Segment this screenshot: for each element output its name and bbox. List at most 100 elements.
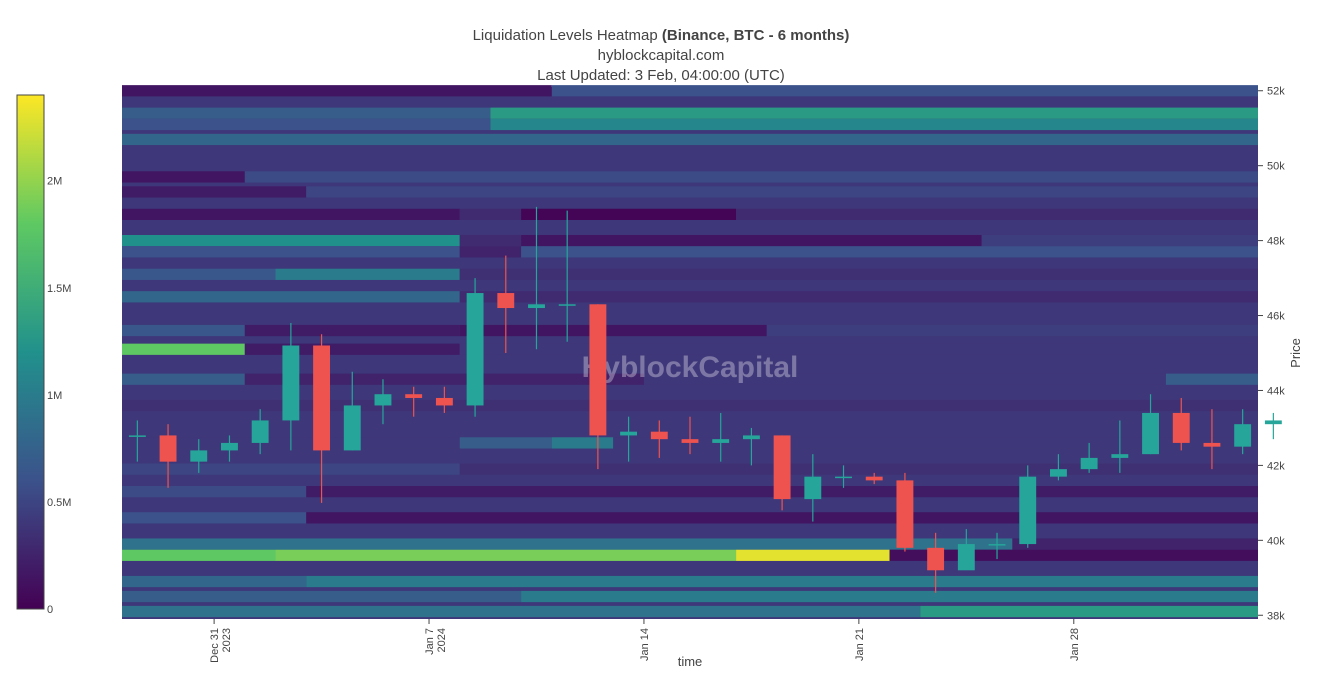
y-tick-label: 46k: [1267, 311, 1285, 323]
colorbar-tick-label: 1.5M: [47, 283, 71, 295]
candle-body: [313, 345, 331, 451]
heatmap-cell: [766, 324, 1258, 337]
heatmap-cell: [459, 437, 552, 449]
x-tick-label-line2: 2024: [436, 628, 448, 652]
y-tick-label: 44k: [1267, 385, 1285, 397]
candle-body: [405, 394, 423, 398]
candle-body: [712, 439, 730, 443]
heatmap-cell: [521, 208, 737, 220]
candle-body: [497, 293, 515, 309]
heatmap-cell: [244, 373, 644, 385]
heatmap-cell: [490, 107, 1258, 119]
heatmap-cell: [122, 133, 1258, 146]
title-main-bold: (Binance, BTC - 6 months): [661, 27, 850, 44]
candle-body: [190, 450, 208, 462]
heatmap-cell: [551, 85, 1258, 97]
x-tick-label-line1: Jan 7: [424, 628, 436, 655]
heatmap-cell: [122, 575, 307, 588]
candle-body: [742, 435, 760, 440]
heatmap-cell: [122, 171, 245, 183]
heatmap-cell: [1012, 538, 1258, 550]
candle-body: [1172, 412, 1190, 443]
candle-body: [957, 544, 975, 571]
candle-body: [528, 304, 545, 309]
heatmap-cell: [122, 324, 245, 337]
heatmap-cell: [244, 343, 460, 355]
colorbar-tick-label: 1M: [47, 390, 62, 402]
x-tick-label-line1: Jan 14: [639, 628, 651, 661]
heatmap-cell: [122, 186, 307, 198]
title-main: Liquidation Levels Heatmap: [472, 27, 658, 44]
candle-body: [374, 394, 392, 406]
heatmap-layer: [122, 85, 1259, 619]
candle-body: [1234, 424, 1252, 447]
y-axis-title: Price: [1288, 338, 1303, 368]
heatmap-cell: [521, 234, 982, 247]
heatmap-cell: [613, 437, 1258, 449]
heatmap-cell: [306, 512, 1259, 524]
y-tick-label: 40k: [1267, 535, 1285, 547]
heatmap-cell: [490, 118, 1258, 131]
heatmap-cell: [122, 118, 491, 131]
heatmap-cell: [459, 343, 1258, 355]
y-tick-label: 42k: [1267, 460, 1285, 472]
candle-body: [558, 304, 576, 306]
heatmap-cell: [122, 291, 460, 303]
heatmap-cell: [122, 549, 276, 561]
heatmap-cell: [122, 208, 460, 220]
heatmap-cell: [521, 246, 1258, 258]
heatmap-cell: [459, 463, 1258, 475]
price-candles: [128, 206, 1282, 593]
candle-body: [773, 435, 791, 500]
candle-body: [466, 293, 484, 406]
colorbar-tick-label: 0: [47, 604, 53, 616]
candle-body: [927, 547, 945, 571]
x-tick-label-line1: Jan 21: [854, 628, 866, 661]
chart-subtitle-source: hyblockcapital.com: [597, 47, 725, 64]
heatmap-cell: [889, 549, 1258, 561]
heatmap-cell: [122, 343, 245, 355]
heatmap-cell: [551, 437, 614, 449]
candle-body: [681, 439, 699, 443]
candle-body: [1080, 457, 1098, 470]
candle-body: [435, 397, 453, 406]
candle-body: [128, 435, 146, 437]
candle-body: [282, 345, 300, 421]
heatmap-cell: [122, 373, 245, 385]
chart-title-block: Liquidation Levels Heatmap (Binance, BTC…: [0, 26, 1317, 86]
heatmap-cell: [244, 324, 460, 337]
candle-body: [620, 431, 638, 436]
candle-body: [896, 480, 914, 548]
y-tick-label: 52k: [1267, 86, 1285, 98]
heatmap-cell: [122, 85, 552, 97]
candle-body: [1111, 454, 1129, 458]
x-tick-label: Dec 312023: [209, 628, 233, 663]
heatmap-cell: [306, 186, 1259, 198]
candle-body: [251, 420, 269, 443]
candle-body: [589, 304, 607, 436]
x-tick-label: Jan 72024: [424, 628, 448, 655]
y-tick-label: 50k: [1267, 161, 1285, 173]
heatmap-cell: [920, 605, 1258, 618]
heatmap-cell: [122, 605, 921, 618]
candle-body: [804, 476, 822, 500]
candle-body: [835, 476, 852, 479]
x-axis-title: time: [678, 654, 703, 669]
heatmap-cell: [122, 590, 522, 603]
candle-body: [1019, 476, 1037, 545]
heatmap-cell: [122, 268, 276, 280]
y-tick-label: 38k: [1267, 610, 1285, 622]
candle-body: [1203, 442, 1221, 447]
heatmap-cell: [306, 575, 1259, 588]
heatmap-cell: [122, 486, 307, 498]
x-tick-label: Jan 28: [1069, 628, 1081, 661]
heatmap-cell: [1165, 373, 1258, 385]
heatmap-cell: [122, 107, 491, 119]
heatmap-cell: [521, 590, 1258, 603]
heatmap-cell: [459, 268, 1258, 280]
heatmap-cell: [643, 373, 1166, 385]
candle-body: [1264, 420, 1282, 425]
colorbar-tick-label: 2M: [47, 176, 62, 188]
